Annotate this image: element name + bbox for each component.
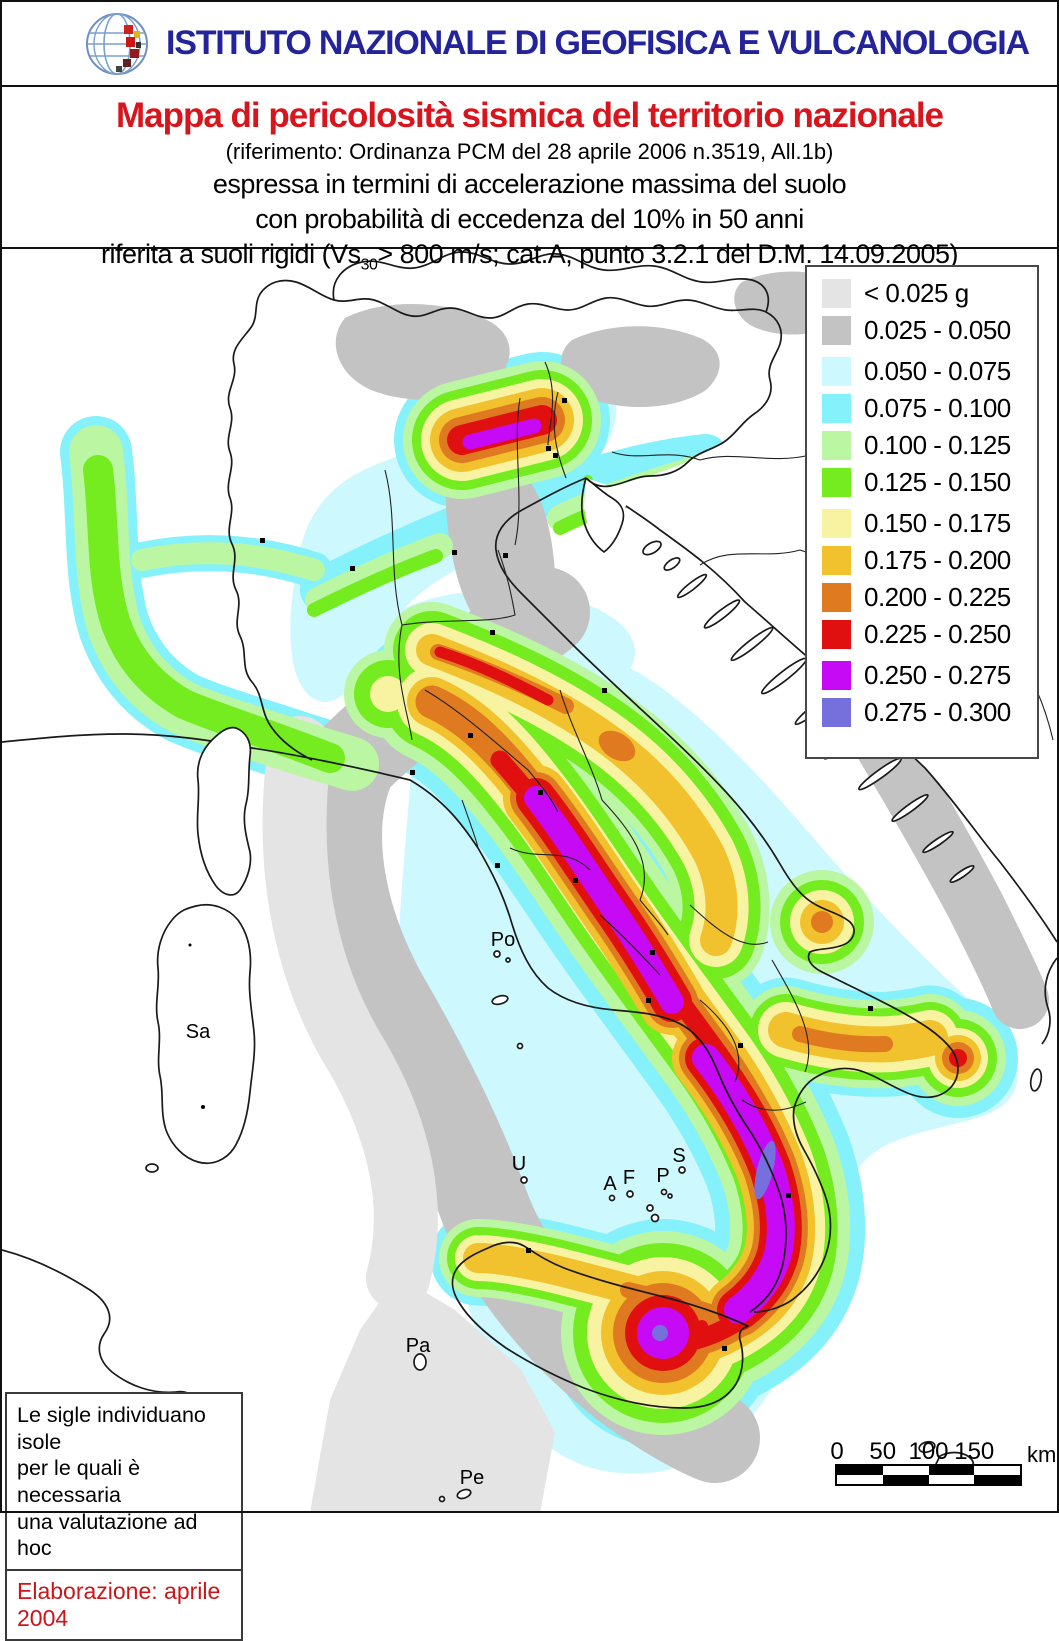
legend-range-label: 0.125 - 0.150 xyxy=(864,467,1011,497)
regional-borders xyxy=(384,361,810,1111)
island-label: Pa xyxy=(406,1335,431,1357)
legend-entry: 0.100 - 0.125 xyxy=(822,430,1037,460)
legend-entry: 0.275 - 0.300 xyxy=(822,697,1037,727)
scale-tick: 50 xyxy=(869,1438,897,1465)
legend-group: < 0.025 g 0.025 - 0.050 xyxy=(807,278,1037,345)
legend-swatch xyxy=(822,357,851,386)
legend-swatch xyxy=(822,583,851,612)
scale-bar: 0 50 100 150 km xyxy=(830,1438,1056,1486)
header: ISTITUTO NAZIONALE DI GEOFISICA E VULCAN… xyxy=(2,2,1057,87)
legend-range-label: 0.075 - 0.100 xyxy=(864,393,1011,423)
legend-swatch xyxy=(822,279,851,308)
scale-bar-graphic xyxy=(835,1464,1022,1486)
note-line: una valutazione ad hoc xyxy=(17,1509,198,1561)
legend-swatch xyxy=(822,468,851,497)
legend-swatch xyxy=(822,620,851,649)
scale-unit: km xyxy=(1027,1442,1057,1467)
map-subtitle-3: riferita a suoli rigidi (Vs30> 800 m/s; … xyxy=(100,239,959,274)
legend-range-label: 0.100 - 0.125 xyxy=(864,430,1011,460)
institute-title: ISTITUTO NAZIONALE DI GEOFISICA E VULCAN… xyxy=(166,24,1030,62)
scale-tick: 100 xyxy=(908,1438,949,1465)
legend-swatch xyxy=(822,509,851,538)
legend-swatch xyxy=(822,698,851,727)
map-reference: (riferimento: Ordinanza PCM del 28 april… xyxy=(225,139,834,164)
legend-entry: 0.025 - 0.050 xyxy=(822,315,1037,345)
legend-swatch xyxy=(822,394,851,423)
legend-swatch xyxy=(822,431,851,460)
ingv-logo-icon xyxy=(86,12,148,75)
elaboration-date: Elaborazione: aprile 2004 xyxy=(7,1568,241,1639)
island-label: F xyxy=(623,1167,635,1189)
map-subtitle-2: con probabilità di eccedenza del 10% in … xyxy=(255,204,804,234)
map-title: Mappa di pericolosità sismica del territ… xyxy=(115,96,944,135)
legend-entry: 0.200 - 0.225 xyxy=(822,582,1037,612)
legend-entry: 0.150 - 0.175 xyxy=(822,508,1037,538)
legend-swatch xyxy=(822,546,851,575)
note-line: per le quali è necessaria xyxy=(17,1456,141,1507)
island-label: P xyxy=(656,1165,669,1187)
legend-range-label: 0.175 - 0.200 xyxy=(864,545,1011,575)
legend-entry: 0.250 - 0.275 xyxy=(822,660,1037,690)
legend-range-label: 0.150 - 0.175 xyxy=(864,508,1011,538)
title-block: Mappa di pericolosità sismica del territ… xyxy=(2,87,1057,273)
legend-range-label: < 0.025 g xyxy=(864,278,969,308)
legend-entry: < 0.025 g xyxy=(822,278,1037,308)
island-label: Sa xyxy=(186,1021,211,1043)
legend-range-label: 0.275 - 0.300 xyxy=(864,697,1011,727)
legend-group: 0.050 - 0.075 0.075 - 0.100 0.100 - 0.125 0… xyxy=(807,356,1037,497)
note-text: Le sigle individuano isole per le quali è… xyxy=(7,1394,241,1569)
legend-entry: 0.175 - 0.200 xyxy=(822,545,1037,575)
legend-group: 0.250 - 0.275 0.275 - 0.300 xyxy=(807,660,1037,727)
legend-entry: 0.225 - 0.250 xyxy=(822,619,1037,649)
legend-rows: < 0.025 g 0.025 - 0.050 0.050 - 0.075 0.075… xyxy=(807,278,1037,727)
island-label: Po xyxy=(491,929,515,951)
map-subtitle-1: espressa in termini di accelerazione mas… xyxy=(212,169,847,199)
note-box: Le sigle individuano isole per le quali è… xyxy=(5,1392,243,1641)
island-label: S xyxy=(672,1145,685,1167)
italy-seismic-hazard-map: Sa Po U A F PS Pa Pe xyxy=(2,249,1057,1511)
hazard-band-blueviolet xyxy=(652,1140,776,1341)
note-line: Le sigle individuano isole xyxy=(17,1403,206,1454)
legend-entry: 0.125 - 0.150 xyxy=(822,467,1037,497)
legend-entry: 0.075 - 0.100 xyxy=(822,393,1037,423)
scale-tick-labels: 0 50 100 150 km xyxy=(830,1438,1056,1467)
city-markers xyxy=(188,398,873,1351)
legend-group: 0.150 - 0.175 0.175 - 0.200 0.200 - 0.225 0… xyxy=(807,508,1037,649)
legend-swatch xyxy=(822,316,851,345)
legend-range-label: 0.025 - 0.050 xyxy=(864,315,1011,345)
island-labels: Sa Po U A F PS Pa Pe xyxy=(186,929,686,1489)
legend-box: < 0.025 g 0.025 - 0.050 0.050 - 0.075 0.075… xyxy=(805,265,1039,759)
legend-swatch xyxy=(822,661,851,690)
scale-tick: 0 xyxy=(830,1438,844,1465)
legend-range-label: 0.200 - 0.225 xyxy=(864,582,1011,612)
legend-entry: 0.050 - 0.075 xyxy=(822,356,1037,386)
legend-range-label: 0.225 - 0.250 xyxy=(864,619,1011,649)
legend-range-label: 0.050 - 0.075 xyxy=(864,356,1011,386)
island-label: A xyxy=(603,1173,617,1195)
legend-range-label: 0.250 - 0.275 xyxy=(864,660,1011,690)
scale-tick: 150 xyxy=(954,1438,995,1465)
island-label: U xyxy=(512,1153,526,1175)
island-label: Pe xyxy=(460,1467,484,1489)
